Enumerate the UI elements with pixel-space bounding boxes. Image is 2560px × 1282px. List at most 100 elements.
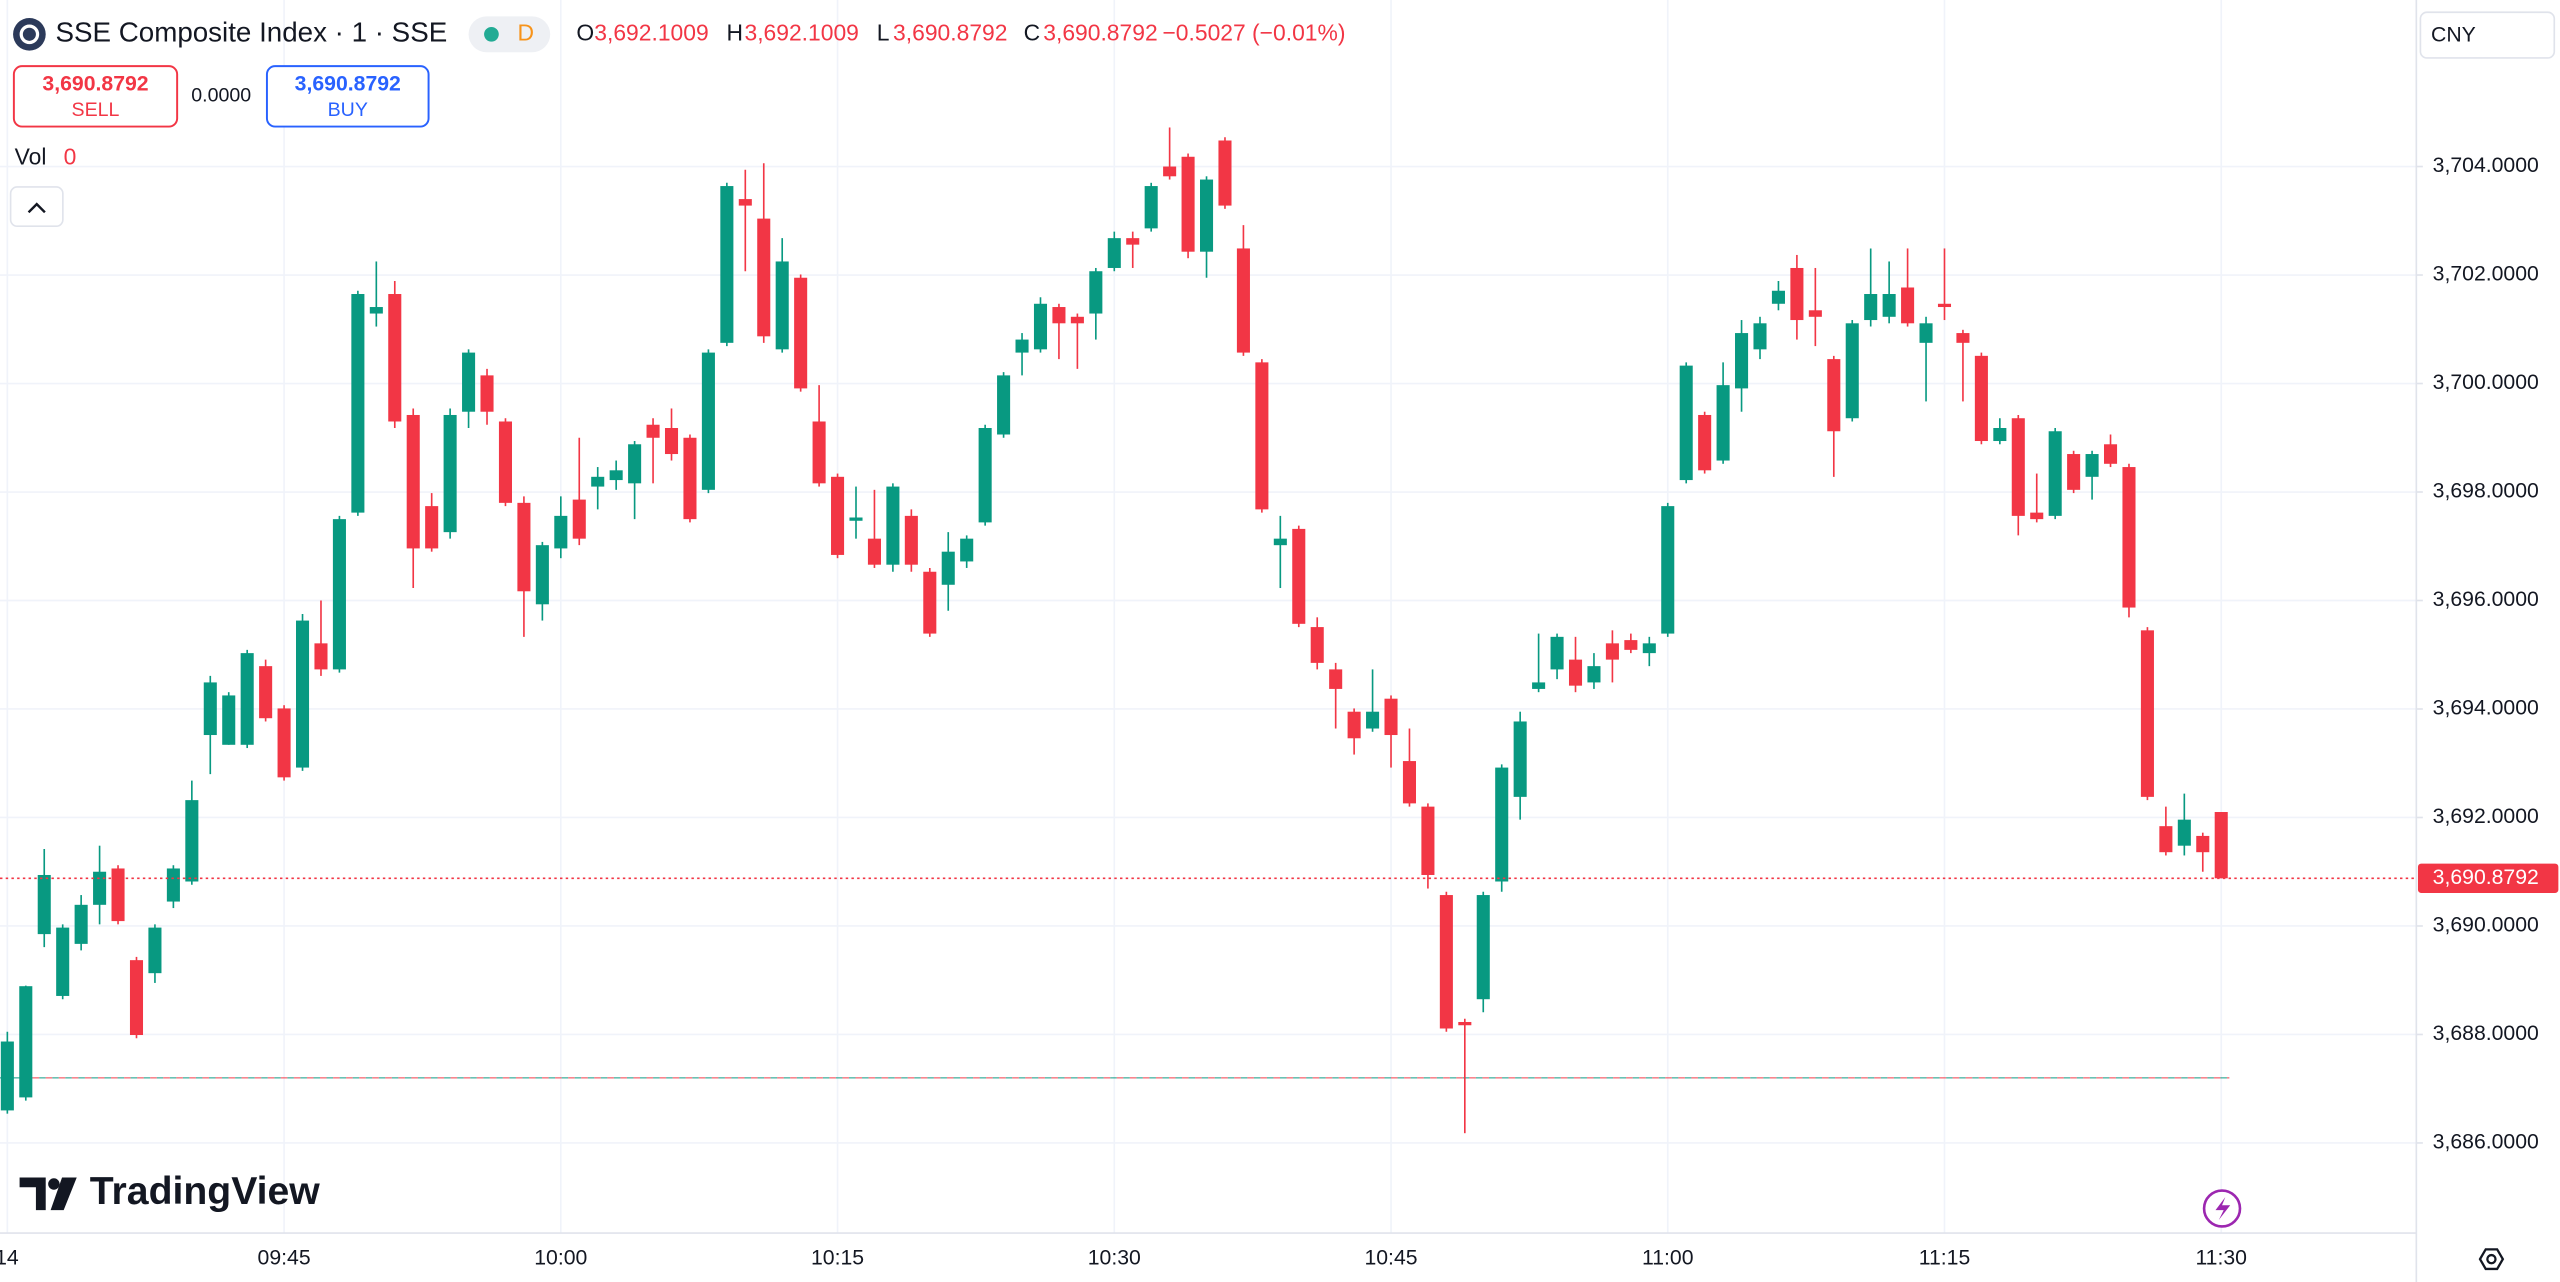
status-badge[interactable] xyxy=(468,16,551,53)
candle-body xyxy=(628,444,642,484)
candle-body xyxy=(2196,835,2210,853)
x-tick-label: 10:00 xyxy=(534,1247,587,1270)
collapse-button[interactable] xyxy=(9,186,64,228)
y-tick-label: 3,692.0000 xyxy=(2433,805,2539,828)
candle-body xyxy=(1919,323,1933,343)
buy-button[interactable] xyxy=(265,65,430,128)
x-tick-label: 11:30 xyxy=(2195,1247,2247,1270)
y-tick-label: 3,704.0000 xyxy=(2433,154,2539,177)
x-tick-label: 09:45 xyxy=(258,1247,311,1270)
spread: 0.0000 xyxy=(191,85,251,107)
settings-button[interactable] xyxy=(2478,1248,2505,1271)
y-tick-label: 3,686.0000 xyxy=(2433,1131,2539,1154)
candle-body xyxy=(314,643,328,670)
currency-selector[interactable] xyxy=(2419,11,2556,59)
candle-body xyxy=(1605,643,1619,660)
y-tick-label: 3,698.0000 xyxy=(2433,480,2539,503)
candle-body xyxy=(1458,1021,1472,1026)
candle-body xyxy=(1845,323,1859,419)
candle-body xyxy=(2214,812,2228,879)
candle-body xyxy=(923,571,937,634)
candle-body xyxy=(1882,294,1896,317)
y-tick-label: 3,690.0000 xyxy=(2433,914,2539,937)
candle-body xyxy=(2104,444,2118,464)
candle-body xyxy=(554,515,568,549)
candle-body xyxy=(904,515,918,565)
candle-body xyxy=(1513,721,1527,797)
candle-body xyxy=(646,424,660,438)
candle-body xyxy=(1993,427,2007,442)
symbol-logo-ring xyxy=(19,24,40,45)
candle-body xyxy=(572,499,586,539)
symbol-title[interactable]: SSE Composite Index · 1 · SSE xyxy=(56,17,448,48)
ohlc-value: 3,692.1009 xyxy=(744,19,858,45)
candle-body xyxy=(831,476,845,555)
candle-body xyxy=(1956,333,1970,343)
ohlc-key: C xyxy=(1024,19,1041,45)
candle-body xyxy=(960,538,974,562)
candle-body xyxy=(2177,819,2191,846)
candle-body xyxy=(2140,630,2154,797)
candle-body xyxy=(683,437,697,520)
candle-body xyxy=(1550,636,1564,670)
candle-body xyxy=(2030,512,2044,520)
candle-body xyxy=(2067,454,2081,490)
candle-body xyxy=(1808,310,1822,317)
candle-body xyxy=(1624,640,1638,650)
ohlc-key: O xyxy=(576,19,594,45)
candle-body xyxy=(1568,659,1583,686)
grid xyxy=(0,0,2417,1234)
x-tick-label: 11:00 xyxy=(1642,1247,1694,1270)
ohlc-key: H xyxy=(727,19,744,45)
candle-body xyxy=(1366,711,1380,729)
x-tick-label: 10:15 xyxy=(811,1247,864,1270)
candle-body xyxy=(664,427,679,455)
candle-body xyxy=(1126,238,1140,245)
candle-body xyxy=(148,927,162,974)
price-change: −0.5027 (−0.01%) xyxy=(1162,19,1345,45)
candle-body xyxy=(1790,267,1804,321)
candle-body xyxy=(1661,506,1675,634)
last-price-label: 3,690.8792 xyxy=(2433,866,2539,889)
candle-body xyxy=(1532,682,1546,689)
candle-body xyxy=(56,927,70,996)
candle-body xyxy=(129,960,144,1036)
buy-price: 3,690.8792 xyxy=(295,73,401,96)
last-price-box xyxy=(2417,863,2559,893)
candle-body xyxy=(203,682,217,736)
candle-body xyxy=(1771,290,1785,304)
sell-price: 3,690.8792 xyxy=(42,73,148,96)
candle-body xyxy=(1236,248,1250,353)
settings-icon-center xyxy=(2486,1253,2497,1265)
currency: CNY xyxy=(2431,24,2476,47)
symbol-logo xyxy=(13,17,46,51)
volume-value: 0 xyxy=(64,143,77,169)
candle-body xyxy=(332,519,346,670)
plot xyxy=(0,127,2417,1134)
ohlc-key: L xyxy=(877,19,890,45)
candle-body xyxy=(1439,895,1453,1029)
candle-body xyxy=(1033,303,1048,350)
candle-body xyxy=(259,666,273,719)
candle-body xyxy=(1181,156,1195,252)
candle-body xyxy=(1698,414,1712,471)
y-tick-label: 3,696.0000 xyxy=(2433,588,2539,611)
y-tick-label: 3,702.0000 xyxy=(2433,263,2539,286)
candle-body xyxy=(425,506,439,549)
candle-body xyxy=(2011,418,2025,516)
candle-body xyxy=(1642,643,1656,654)
sell-button[interactable] xyxy=(12,65,179,128)
candle-body xyxy=(480,375,494,412)
candle-body xyxy=(1402,761,1416,804)
candle-body xyxy=(535,545,549,605)
candle-body xyxy=(775,261,789,350)
candle-body xyxy=(867,538,881,565)
candle-body xyxy=(701,352,715,490)
candle-body xyxy=(1015,339,1029,353)
candle-body xyxy=(240,653,254,745)
interval-badge: D xyxy=(517,19,534,45)
candle-body xyxy=(1753,323,1767,350)
x-tick-label: 11:15 xyxy=(1919,1247,1971,1270)
candle-body xyxy=(1255,362,1269,510)
